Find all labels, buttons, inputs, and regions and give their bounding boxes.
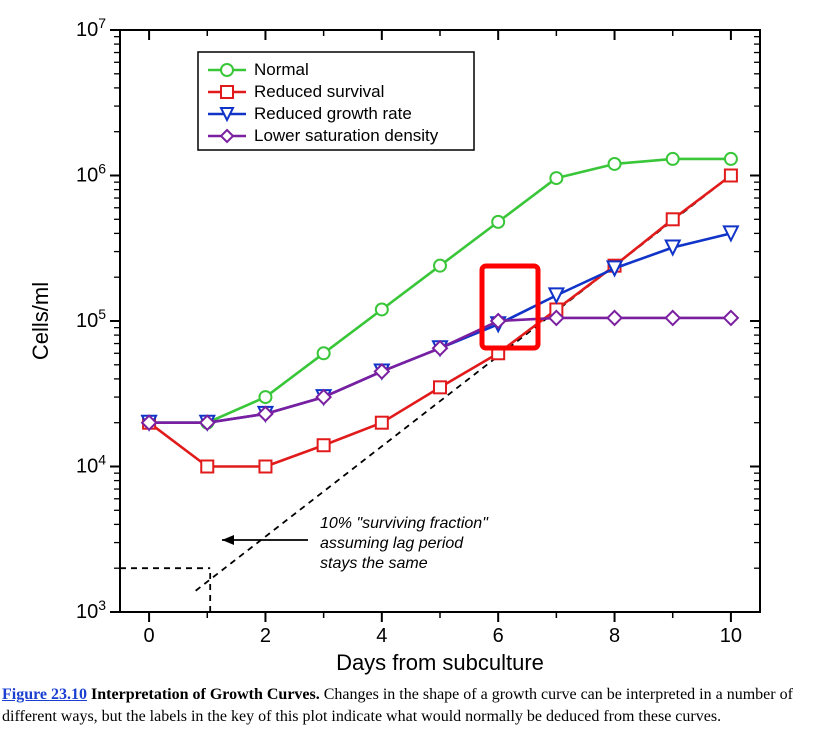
chart-svg: 0246810103104105106107Days from subcultu… xyxy=(0,0,825,680)
figure-title: Interpretation of Growth Curves. xyxy=(91,686,320,703)
svg-text:Reduced survival: Reduced survival xyxy=(254,82,384,101)
svg-text:Normal: Normal xyxy=(254,60,309,79)
svg-text:6: 6 xyxy=(493,625,504,647)
svg-text:10: 10 xyxy=(720,625,742,647)
figure-caption: Figure 23.10 Interpretation of Growth Cu… xyxy=(0,680,820,737)
figure-link[interactable]: Figure 23.10 xyxy=(2,686,87,703)
svg-text:4: 4 xyxy=(376,625,387,647)
svg-text:2: 2 xyxy=(260,625,271,647)
svg-text:10% "surviving fraction": 10% "surviving fraction" xyxy=(320,515,489,532)
svg-text:Lower saturation density: Lower saturation density xyxy=(254,126,439,145)
svg-text:Days from subculture: Days from subculture xyxy=(336,650,544,675)
svg-text:stays the same: stays the same xyxy=(320,555,428,572)
growth-curve-chart: 0246810103104105106107Days from subcultu… xyxy=(0,0,825,680)
svg-text:Reduced growth rate: Reduced growth rate xyxy=(254,104,412,123)
svg-text:0: 0 xyxy=(144,625,155,647)
svg-text:8: 8 xyxy=(609,625,620,647)
svg-text:assuming lag period: assuming lag period xyxy=(320,535,464,552)
svg-text:Cells/ml: Cells/ml xyxy=(28,282,53,360)
